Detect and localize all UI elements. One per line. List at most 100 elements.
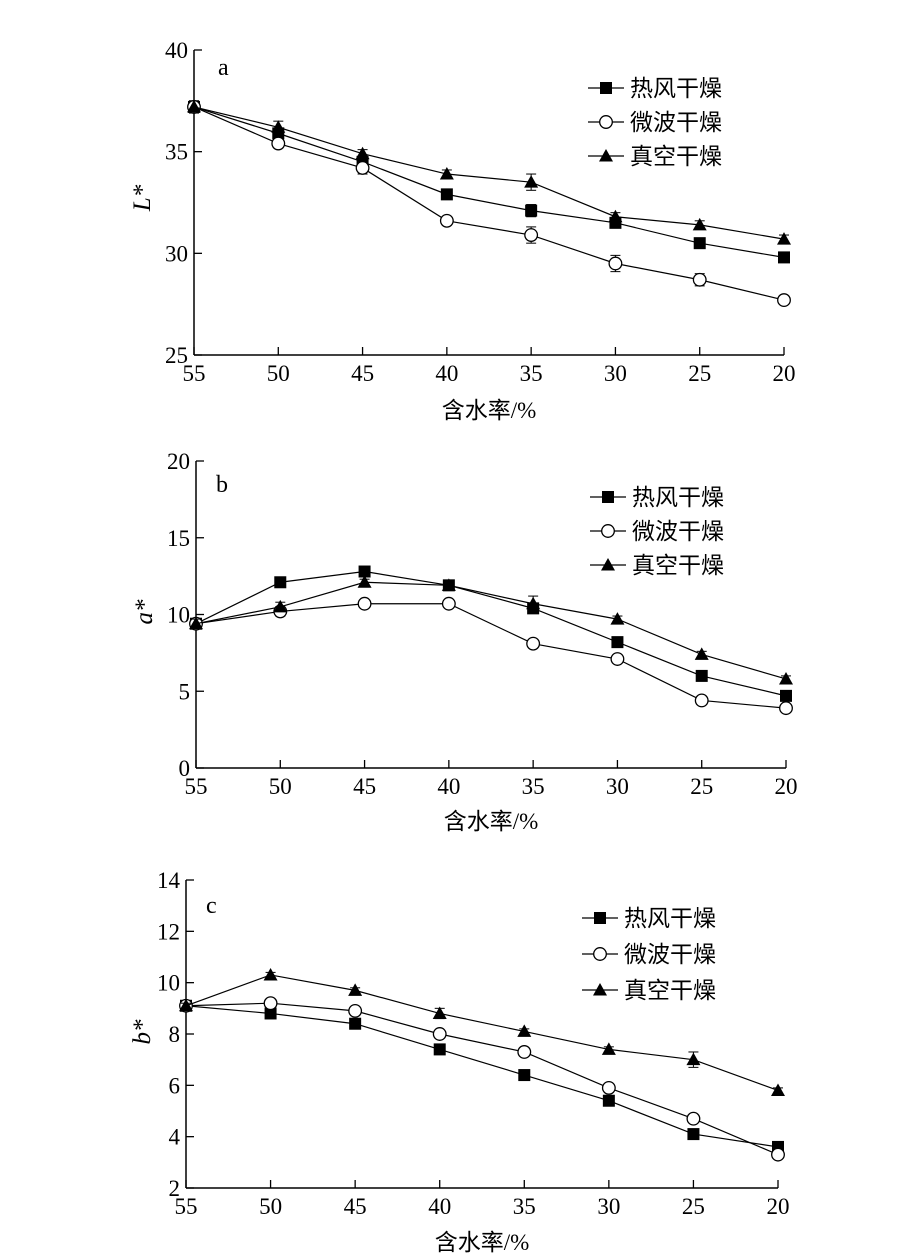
data-point [439, 167, 454, 180]
legend-marker [599, 115, 613, 129]
x-tick-label: 55 [185, 774, 208, 799]
x-tick-label: 30 [604, 361, 627, 386]
legend-item: 微波干燥 [588, 110, 722, 136]
data-point [777, 293, 791, 308]
panel-label: c [206, 893, 217, 919]
legend-label: 热风干燥 [632, 485, 724, 511]
y-tick-label: 15 [167, 526, 190, 551]
x-tick-label: 50 [259, 1194, 282, 1219]
legend-marker [594, 912, 606, 924]
data-point [686, 1052, 701, 1066]
data-point [694, 693, 709, 708]
y-tick-label: 10 [167, 603, 190, 628]
series-triangle-filled [179, 967, 785, 1096]
data-point [518, 1069, 531, 1082]
data-point [777, 232, 791, 245]
data-point [779, 671, 793, 685]
panel-label: b [216, 472, 228, 498]
data-point [517, 1045, 532, 1059]
series-line [193, 106, 785, 240]
data-point [525, 204, 538, 217]
data-point [524, 175, 539, 188]
legend-marker [593, 983, 607, 996]
legend-item: 热风干燥 [588, 76, 722, 102]
y-tick-label: 14 [157, 868, 181, 893]
series-line [195, 603, 787, 709]
data-point [526, 596, 541, 610]
data-point [524, 228, 539, 242]
y-tick-label: 5 [179, 679, 191, 704]
legend-item: 真空干燥 [590, 553, 724, 579]
data-point [349, 1017, 362, 1030]
series-triangle-filled [189, 575, 793, 685]
x-tick-label: 40 [428, 1194, 451, 1219]
data-point [692, 217, 707, 231]
data-point [601, 1080, 616, 1095]
data-point [263, 996, 278, 1011]
y-tick-label: 2 [169, 1176, 181, 1201]
data-point [355, 146, 370, 160]
chart-panel-c: 2 4 6 8 10 12 14 55 50 45 40 35 30 25 20 含水率/% b* c 热风干燥微波… [129, 868, 790, 1255]
legend-label: 热风干燥 [630, 76, 722, 102]
legend-marker [602, 491, 614, 503]
data-point [608, 256, 623, 271]
x-tick-label: 35 [522, 774, 545, 799]
data-point [687, 1128, 700, 1141]
legend-label: 微波干燥 [624, 942, 716, 968]
y-tick-label: 8 [169, 1022, 181, 1047]
data-point [355, 160, 370, 175]
legend-marker [600, 82, 612, 94]
data-point [693, 237, 706, 250]
x-axis-title: 含水率/% [442, 398, 537, 423]
data-point [263, 967, 278, 981]
data-point [694, 647, 709, 660]
x-tick-label: 50 [267, 361, 290, 386]
x-tick-label: 35 [520, 361, 543, 386]
legend-label: 真空干燥 [624, 978, 716, 1004]
x-tick-label: 45 [351, 361, 374, 386]
x-tick-label: 45 [344, 1194, 367, 1219]
data-point [348, 1003, 363, 1018]
x-tick-label: 45 [353, 774, 376, 799]
data-point [517, 1024, 532, 1037]
legend-label: 真空干燥 [630, 144, 722, 170]
legend-item: 真空干燥 [588, 144, 722, 170]
x-tick-label: 30 [597, 1194, 620, 1219]
legend-marker [593, 947, 607, 961]
x-tick-label: 40 [437, 774, 460, 799]
x-tick-label: 40 [435, 361, 458, 386]
data-point [357, 596, 372, 611]
data-point [695, 669, 708, 682]
data-point [264, 1007, 277, 1020]
y-tick-label: 25 [165, 343, 188, 368]
data-point [273, 599, 288, 613]
x-tick-label: 30 [606, 774, 629, 799]
legend-item: 热风干燥 [590, 485, 724, 511]
data-point [611, 636, 624, 649]
series-line [185, 974, 779, 1092]
legend-item: 微波干燥 [590, 519, 724, 545]
y-tick-label: 6 [169, 1073, 181, 1098]
y-tick-label: 35 [165, 140, 188, 165]
data-point [348, 983, 363, 996]
x-axis-title: 含水率/% [444, 809, 539, 834]
series-line [195, 570, 787, 697]
legend-label: 热风干燥 [624, 906, 716, 932]
series-circle-open [187, 99, 791, 308]
legend-label: 微波干燥 [632, 519, 724, 545]
data-point [602, 1094, 615, 1107]
series-square-filled [190, 565, 792, 702]
data-point [179, 998, 193, 1012]
x-tick-label: 20 [775, 774, 798, 799]
y-tick-label: 30 [165, 241, 188, 266]
x-axis-title: 含水率/% [435, 1230, 530, 1255]
data-point [358, 565, 371, 578]
x-tick-label: 20 [767, 1194, 790, 1219]
data-point [780, 689, 792, 702]
x-tick-label: 25 [682, 1194, 705, 1219]
data-point [189, 616, 203, 630]
